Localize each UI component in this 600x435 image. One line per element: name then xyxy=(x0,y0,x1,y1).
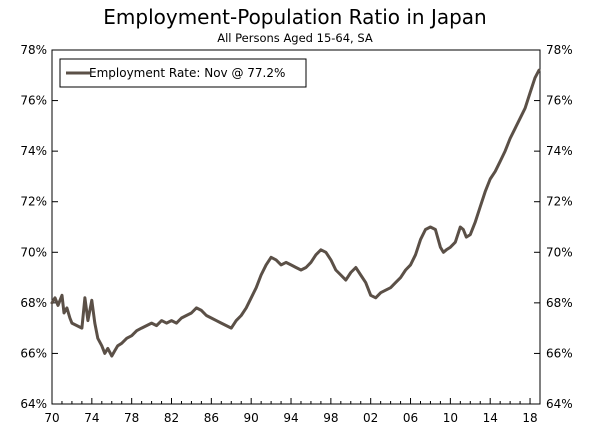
x-tick-label: 82 xyxy=(164,411,179,425)
y-tick-label-left: 74% xyxy=(20,144,47,158)
y-tick-label-right: 66% xyxy=(546,346,573,360)
x-tick-label: 02 xyxy=(363,411,378,425)
x-axis-ticks: 70 74 78 82 86 90 94 98 02 06 10 14 18 xyxy=(44,398,538,425)
plot-frame xyxy=(51,49,541,405)
y-axis-left-ticks: 64% 66% 68% 70% 72% 74% 76% 78% xyxy=(20,43,58,411)
x-tick-label: 10 xyxy=(443,411,458,425)
y-tick-label-left: 64% xyxy=(20,397,47,411)
y-tick-label-right: 68% xyxy=(546,296,573,310)
x-tick-label: 70 xyxy=(44,411,59,425)
legend: Employment Rate: Nov @ 77.2% xyxy=(59,58,307,88)
y-tick-label-left: 72% xyxy=(20,195,47,209)
x-tick-label: 90 xyxy=(244,411,259,425)
y-tick-label-left: 76% xyxy=(20,94,47,108)
x-tick-label: 98 xyxy=(323,411,338,425)
chart-subtitle: All Persons Aged 15-64, SA xyxy=(217,31,373,45)
x-tick-label: 18 xyxy=(522,411,537,425)
series-line xyxy=(50,68,541,358)
chart-title: Employment-Population Ratio in Japan xyxy=(103,5,486,29)
y-tick-label-right: 70% xyxy=(546,245,573,259)
x-tick-label: 94 xyxy=(283,411,298,425)
y-tick-label-right: 76% xyxy=(546,94,573,108)
legend-label: Employment Rate: Nov @ 77.2% xyxy=(89,66,285,80)
y-tick-label-right: 64% xyxy=(546,397,573,411)
y-tick-label-left: 68% xyxy=(20,296,47,310)
y-tick-label-right: 78% xyxy=(546,43,573,57)
axes xyxy=(51,49,541,405)
y-axis-right-ticks: 64% 66% 68% 70% 72% 74% 76% 78% xyxy=(534,43,573,411)
legend-box xyxy=(59,58,307,88)
y-tick-label-left: 66% xyxy=(20,346,47,360)
y-tick-label-right: 72% xyxy=(546,195,573,209)
x-tick-label: 14 xyxy=(483,411,498,425)
x-tick-label: 78 xyxy=(124,411,139,425)
series-layer xyxy=(50,68,541,358)
x-tick-label: 74 xyxy=(84,411,99,425)
y-tick-label-left: 70% xyxy=(20,245,47,259)
x-tick-label: 06 xyxy=(403,411,418,425)
y-tick-label-right: 74% xyxy=(546,144,573,158)
x-tick-label: 86 xyxy=(204,411,219,425)
y-tick-label-left: 78% xyxy=(20,43,47,57)
